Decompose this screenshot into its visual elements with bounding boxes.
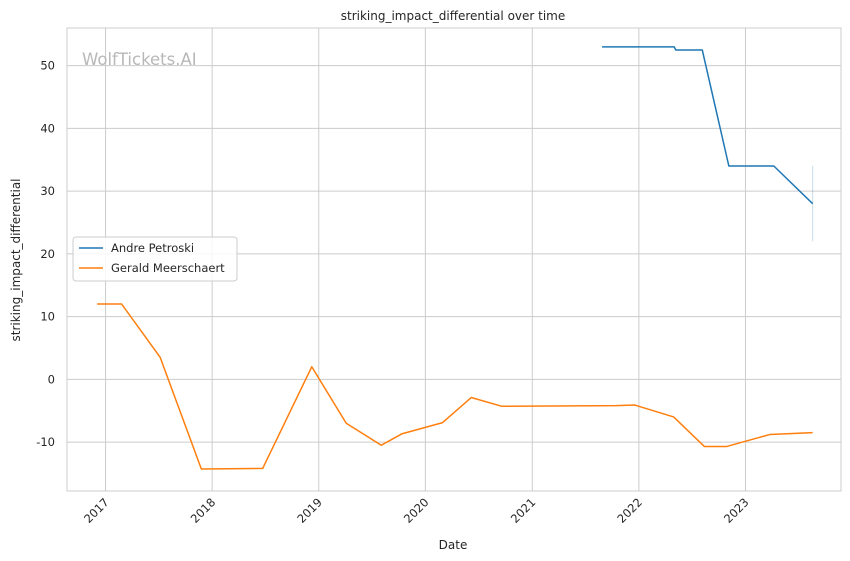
- y-tick-label: 50: [40, 59, 55, 73]
- x-axis-label: Date: [439, 538, 468, 552]
- legend-label: Gerald Meerschaert: [111, 261, 225, 275]
- grid: [67, 28, 841, 491]
- chart-title: striking_impact_differential over time: [341, 9, 566, 23]
- y-tick-label: 20: [40, 247, 55, 261]
- legend-label: Andre Petroski: [111, 241, 194, 255]
- legend: Andre Petroski Gerald Meerschaert: [72, 236, 238, 282]
- y-axis-ticks: -10 0 10 20 30 40 50: [36, 59, 55, 449]
- y-tick-label: -10: [36, 435, 55, 449]
- plot-frame: [66, 27, 842, 492]
- y-tick-label: 10: [40, 310, 55, 324]
- series-layer: [97, 46, 814, 470]
- watermark: WolfTickets.AI: [82, 50, 197, 69]
- y-tick-label: 30: [40, 184, 55, 198]
- series-line-andre-petroski: [602, 46, 814, 205]
- series-line-gerald-meerschaert: [97, 303, 813, 470]
- y-tick-label: 0: [48, 372, 55, 386]
- y-tick-label: 40: [40, 121, 55, 135]
- y-axis-label: striking_impact_differential: [9, 178, 23, 341]
- legend-box: [72, 236, 238, 282]
